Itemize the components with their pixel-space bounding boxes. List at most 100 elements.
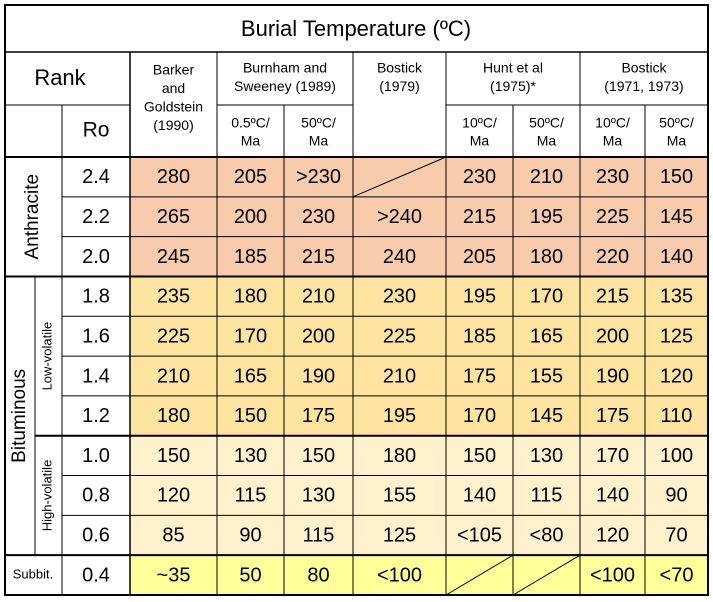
- cell-value: 175: [596, 405, 629, 427]
- cell-value: 130: [234, 445, 267, 467]
- cell-value: 200: [596, 325, 629, 347]
- ro-value: 1.2: [82, 405, 110, 427]
- cell-value: 80: [307, 564, 329, 586]
- cell-value: 170: [596, 445, 629, 467]
- cell-value: 210: [302, 286, 335, 308]
- cell-value: <70: [660, 564, 694, 586]
- cell-value: 145: [530, 405, 563, 427]
- sub-header: Ma: [603, 133, 623, 149]
- cell-value: 190: [302, 365, 335, 387]
- cell-value: 280: [157, 166, 190, 188]
- row-fill: [130, 356, 708, 396]
- cell-value: 115: [235, 485, 267, 507]
- ro-value: 2.0: [82, 246, 110, 268]
- cell-value: 140: [596, 485, 629, 507]
- cell-value: 150: [463, 445, 496, 467]
- cell-value: 150: [660, 166, 693, 188]
- sub-header: 10ºC/: [595, 115, 630, 131]
- row-fill: [130, 196, 708, 237]
- sub-header: Ma: [309, 133, 329, 149]
- cell-value: 180: [383, 445, 416, 467]
- column-header: Burnham and: [243, 60, 327, 76]
- column-header: (1979): [379, 78, 419, 94]
- cell-value: 185: [463, 325, 496, 347]
- sub-header: 50ºC/: [659, 115, 694, 131]
- ro-value: 0.6: [82, 525, 110, 547]
- sub-header: 0.5ºC/: [231, 115, 270, 131]
- column-header: (1990): [153, 117, 193, 133]
- cell-value: 170: [234, 325, 267, 347]
- row-fill: [130, 475, 708, 516]
- cell-value: 230: [383, 286, 416, 308]
- cell-value: 265: [157, 206, 190, 228]
- sub-header: Ma: [470, 133, 490, 149]
- cell-value: 200: [234, 206, 267, 228]
- cell-value: 115: [531, 485, 563, 507]
- cell-value: 205: [463, 246, 496, 268]
- column-header: Hunt et al: [483, 60, 543, 76]
- ro-value: 1.4: [82, 365, 110, 387]
- column-header: (1975)*: [490, 78, 536, 94]
- rank-header: Rank: [34, 65, 86, 90]
- cell-value: 230: [596, 166, 629, 188]
- column-header: Sweeney (1989): [234, 78, 336, 94]
- row-fill: [130, 435, 708, 476]
- cell-value: 155: [530, 365, 563, 387]
- cell-value: 145: [660, 206, 693, 228]
- cell-value: 140: [660, 246, 693, 268]
- cell-value: 115: [303, 525, 335, 547]
- cell-value: 120: [157, 485, 190, 507]
- cell-value: 135: [660, 286, 693, 308]
- row-group-label: High-volatile: [39, 460, 54, 532]
- cell-value: <100: [377, 564, 422, 586]
- cell-value: 155: [383, 485, 416, 507]
- cell-value: 140: [463, 485, 496, 507]
- sub-header: 10ºC/: [462, 115, 497, 131]
- cell-value: 235: [157, 286, 190, 308]
- cell-value: 180: [157, 405, 190, 427]
- cell-value: 85: [162, 525, 184, 547]
- cell-value: 100: [660, 445, 693, 467]
- ro-value: 1.6: [82, 325, 110, 347]
- cell-value: 225: [157, 325, 190, 347]
- cell-value: 195: [463, 286, 496, 308]
- empty-cell-diagonal: [445, 554, 514, 596]
- cell-value: 210: [383, 365, 416, 387]
- ro-value: 0.4: [82, 564, 110, 586]
- cell-value: <105: [457, 525, 502, 547]
- cell-value: 165: [234, 365, 267, 387]
- cell-value: 150: [157, 445, 190, 467]
- cell-value: 195: [383, 405, 416, 427]
- column-header: Goldstein: [144, 99, 203, 115]
- cell-value: 230: [302, 206, 335, 228]
- cell-value: 165: [530, 325, 563, 347]
- column-header: and: [162, 80, 185, 96]
- row-group-label: Anthracite: [22, 174, 43, 260]
- sub-header: Ma: [241, 133, 261, 149]
- sub-header: Ma: [537, 133, 557, 149]
- cell-value: >240: [377, 206, 422, 228]
- cell-value: 150: [302, 445, 335, 467]
- cell-value: <100: [590, 564, 635, 586]
- column-header: Bostick: [621, 60, 667, 76]
- row-group-label: Bituminous: [9, 369, 30, 463]
- ro-value: 2.4: [82, 166, 110, 188]
- cell-value: 170: [530, 286, 563, 308]
- cell-value: 205: [234, 166, 267, 188]
- cell-value: 225: [596, 206, 629, 228]
- cell-value: ~35: [157, 564, 191, 586]
- cell-value: 210: [157, 365, 190, 387]
- cell-value: <80: [530, 525, 564, 547]
- cell-value: 195: [530, 206, 563, 228]
- cell-value: 150: [234, 405, 267, 427]
- cell-value: 130: [302, 485, 335, 507]
- cell-value: 120: [596, 525, 629, 547]
- row-fill: [130, 395, 708, 436]
- ro-value: 1.8: [82, 286, 110, 308]
- row-group-label: Subbit.: [13, 567, 53, 582]
- cell-value: 230: [463, 166, 496, 188]
- cell-value: 90: [239, 525, 261, 547]
- cell-value: 110: [661, 405, 693, 427]
- cell-value: 200: [302, 325, 335, 347]
